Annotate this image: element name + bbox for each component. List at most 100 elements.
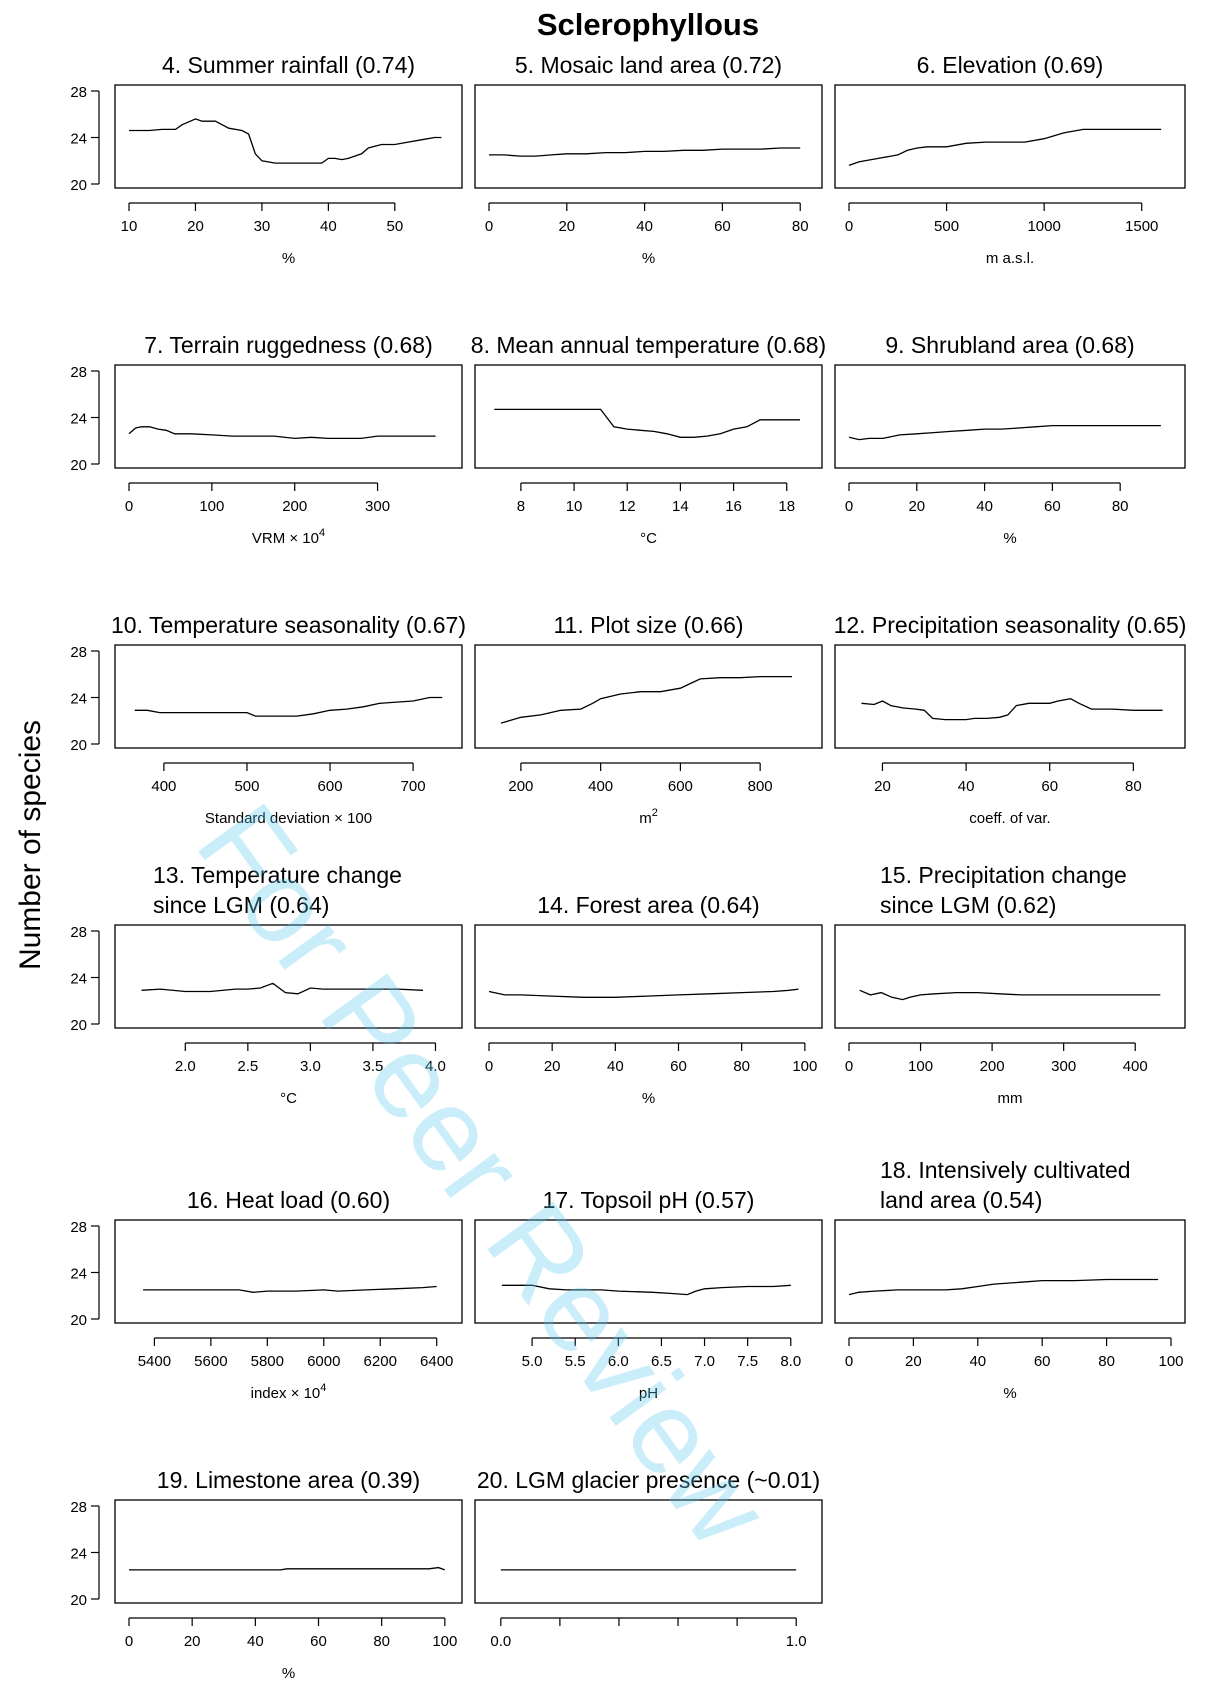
series-line: [848, 424, 1161, 441]
panel-title: 10. Temperature seasonality (0.67): [111, 612, 466, 638]
plot-frame: [114, 84, 463, 189]
series-line: [134, 696, 443, 717]
panel-title: 8. Mean annual temperature (0.68): [471, 332, 826, 358]
panel-title: 18. Intensively cultivated land area (0.5…: [880, 1157, 1131, 1213]
x-tick-label: 2.0: [175, 1058, 196, 1075]
panel-7: 7. Terrain ruggedness (0.68) 20 24 28 0 100 20…: [70, 332, 463, 547]
x-tick-label: 60: [1034, 1353, 1051, 1370]
plot-frame: [474, 924, 823, 1029]
y-axis: 20 24 28: [70, 1219, 100, 1329]
series-line: [128, 426, 436, 440]
series-line: [848, 128, 1162, 167]
panel-5: 5. Mosaic land area (0.72) 0 20 40 60 80%: [474, 52, 823, 267]
x-axis: 0 500 1000 1500: [845, 202, 1158, 235]
y-axis: 20 24 28: [70, 364, 100, 474]
x-tick-label: 60: [714, 218, 731, 235]
x-tick-label: 60: [1041, 778, 1058, 795]
x-tick-label: 20: [908, 498, 925, 515]
x-tick-label: 80: [733, 1058, 750, 1075]
x-tick-label: 100: [199, 498, 224, 515]
panel-title: 19. Limestone area (0.39): [157, 1467, 420, 1493]
x-axis: 0 100 200 300: [125, 482, 390, 515]
x-tick-label: 16: [725, 498, 742, 515]
panel-title: 20. LGM glacier presence (~0.01): [477, 1467, 820, 1493]
panel-13: 13. Temperature change since LGM (0.64) 20…: [70, 862, 463, 1107]
x-tick-label: 300: [365, 498, 390, 515]
x-tick-label: 0: [125, 1633, 133, 1650]
plot-frame: [474, 364, 823, 469]
x-tick-label: 5400: [138, 1353, 171, 1370]
x-axis-label: VRM × 104: [252, 527, 325, 547]
x-tick-label: 2.5: [237, 1058, 258, 1075]
panel-11: 11. Plot size (0.66) 200 400 600 800 m2: [474, 612, 823, 827]
x-axis: 0 20 40 60 80 100: [485, 1042, 817, 1075]
panel-17: 17. Topsoil pH (0.57) 5.0 5.5 6.0 6.5 7.0 7.5 8…: [474, 1187, 823, 1402]
x-tick-label: 7.5: [737, 1353, 758, 1370]
x-tick-label: 0: [845, 498, 853, 515]
x-tick-label: 600: [668, 778, 693, 795]
panel-title: 7. Terrain ruggedness (0.68): [144, 332, 433, 358]
plot-frame: [834, 364, 1186, 469]
x-tick-label: 12: [619, 498, 636, 515]
x-tick-label: 600: [318, 778, 343, 795]
x-tick-label: 20: [184, 1633, 201, 1650]
series-line: [500, 675, 792, 724]
x-tick-label: 500: [934, 218, 959, 235]
x-tick-label: 5.5: [565, 1353, 586, 1370]
y-tick-label: 28: [70, 644, 87, 661]
x-tick-label: 6200: [364, 1353, 397, 1370]
panel-6: 6. Elevation (0.69) 0 500 1000 1500 m a.s.l.: [834, 52, 1186, 267]
y-tick-label: 20: [70, 1312, 87, 1329]
plot-frame: [114, 1499, 463, 1604]
x-axis: 2.0 2.5 3.0 3.5 4.0: [175, 1042, 446, 1075]
x-axis: 0 100 200 300 400: [845, 1042, 1148, 1075]
x-tick-label: 3.0: [300, 1058, 321, 1075]
x-axis-label: mm: [998, 1090, 1023, 1107]
x-tick-label: 100: [432, 1633, 457, 1650]
x-axis-label: °C: [280, 1090, 297, 1107]
series-line: [501, 1284, 791, 1296]
panel-title: 9. Shrubland area (0.68): [885, 332, 1134, 358]
x-tick-label: 800: [748, 778, 773, 795]
plot-frame: [474, 1499, 823, 1604]
figure-ylabel: Number of species: [14, 720, 47, 970]
x-tick-label: 1500: [1125, 218, 1158, 235]
panel-18: 18. Intensively cultivated land area (0.5…: [834, 1157, 1186, 1402]
x-tick-label: 7.0: [694, 1353, 715, 1370]
x-tick-label: 6.0: [608, 1353, 629, 1370]
x-tick-label: 0: [485, 1058, 493, 1075]
x-tick-label: 80: [1112, 498, 1129, 515]
x-axis: 20 40 60 80: [874, 762, 1142, 795]
x-tick-label: 200: [282, 498, 307, 515]
y-tick-label: 24: [70, 691, 87, 708]
y-tick-label: 20: [70, 1592, 87, 1609]
plot-frame: [834, 644, 1186, 749]
panel-title: 5. Mosaic land area (0.72): [515, 52, 782, 78]
x-axis-label: Standard deviation × 100: [205, 810, 372, 827]
panel-title: 4. Summer rainfall (0.74): [162, 52, 415, 78]
panel-14: 14. Forest area (0.64) 0 20 40 60 80 100%: [474, 892, 823, 1107]
panel-19: 19. Limestone area (0.39) 20 24 28 0 20 40 60 80…: [70, 1467, 463, 1681]
x-tick-label: 8.0: [780, 1353, 801, 1370]
x-tick-label: 50: [386, 218, 403, 235]
series-line: [494, 408, 800, 438]
panel-title: 6. Elevation (0.69): [917, 52, 1104, 78]
x-tick-label: 20: [874, 778, 891, 795]
x-axis-label: %: [282, 250, 295, 267]
x-axis-label: m2: [639, 807, 658, 827]
x-tick-label: 80: [1098, 1353, 1115, 1370]
y-tick-label: 28: [70, 84, 87, 101]
x-tick-label: 40: [247, 1633, 264, 1650]
x-tick-label: 60: [1044, 498, 1061, 515]
x-axis-label: m a.s.l.: [986, 250, 1034, 267]
x-tick-label: 30: [254, 218, 271, 235]
y-tick-label: 20: [70, 177, 87, 194]
plot-frame: [474, 1219, 823, 1324]
x-axis-label: %: [642, 1090, 655, 1107]
x-tick-label: 80: [792, 218, 809, 235]
x-tick-label: 40: [969, 1353, 986, 1370]
y-tick-label: 24: [70, 1546, 87, 1563]
